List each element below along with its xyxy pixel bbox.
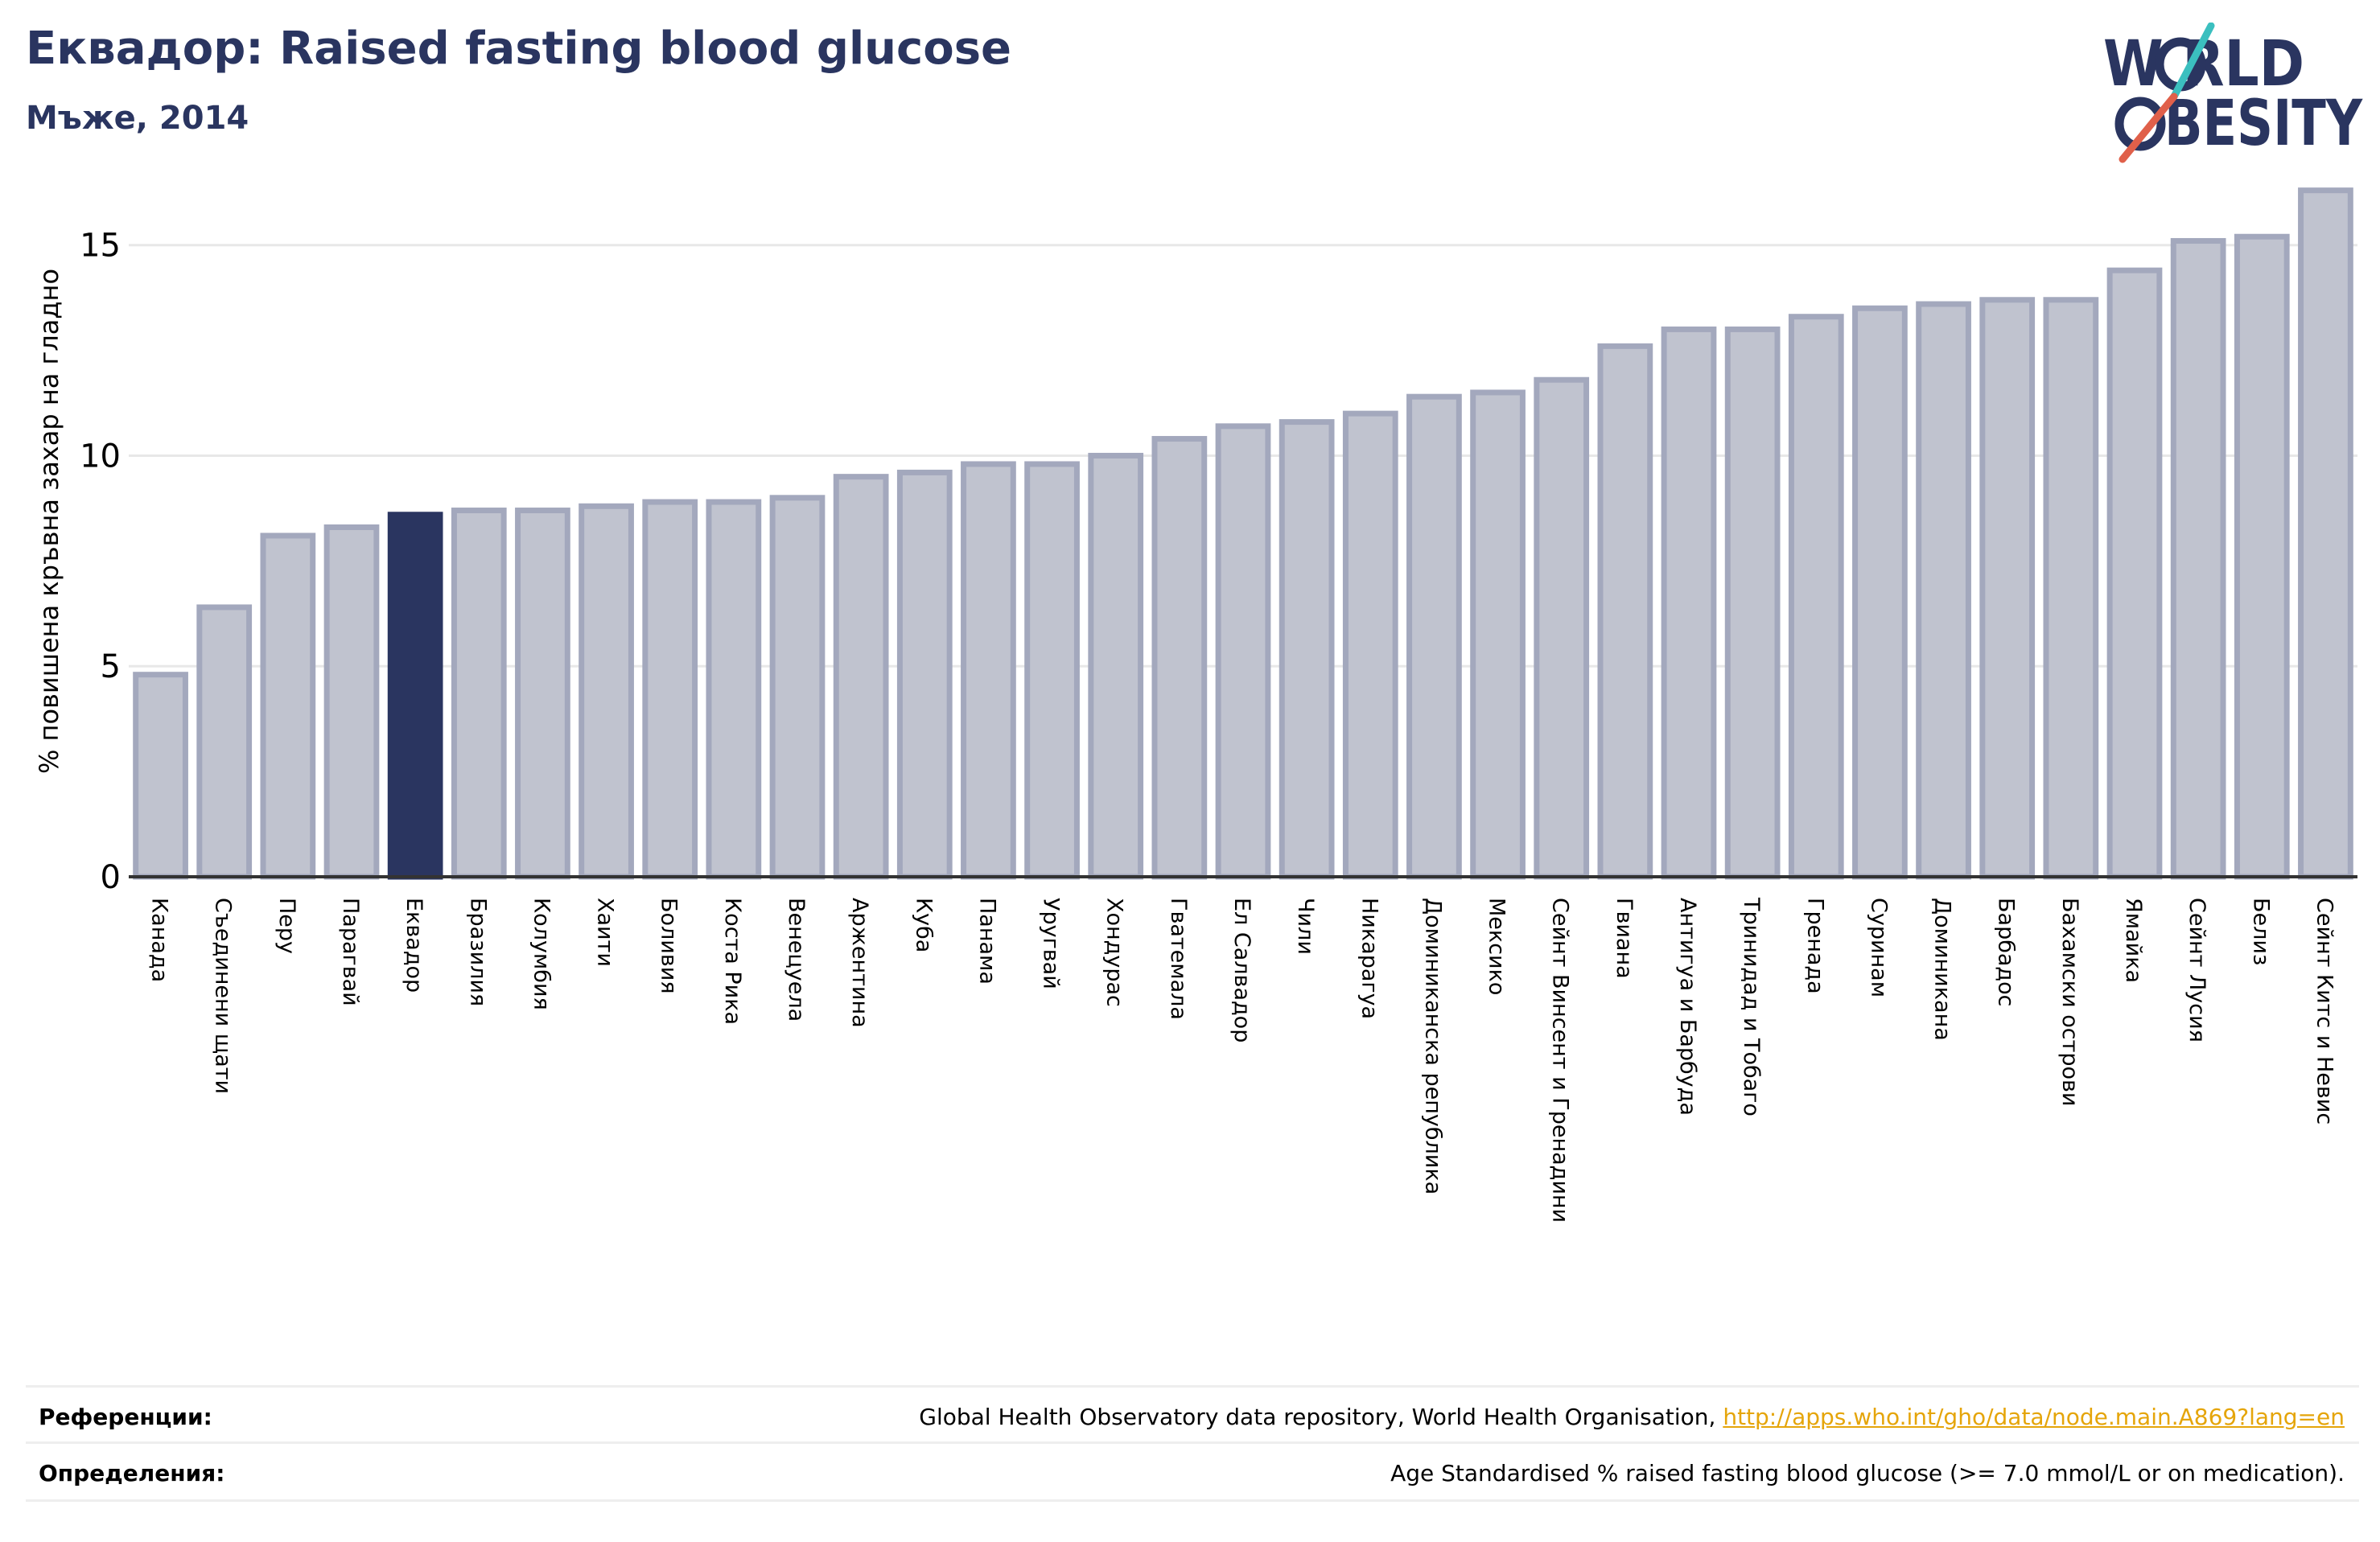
x-tick-label: Аржентина [847, 898, 872, 1028]
bar [1215, 423, 1271, 880]
x-tick-label: Коста Рика [720, 898, 745, 1025]
x-tick-label: Антигуа и Барбуда [1675, 898, 1700, 1116]
bar [579, 503, 634, 880]
bar [1470, 389, 1526, 880]
x-tick-label: Мексико [1484, 898, 1509, 995]
bar [1916, 301, 1971, 880]
x-tick-label: Съединени щати [211, 898, 236, 1094]
bar [2170, 237, 2226, 880]
footer-divider-bottom [26, 1499, 2359, 1502]
bar [1661, 326, 1717, 880]
bar [769, 495, 826, 880]
bar [833, 474, 889, 880]
bar [515, 508, 570, 880]
x-tick-label: Куба [911, 898, 936, 952]
bar [1852, 305, 1908, 880]
x-tick-label: Перу [274, 898, 299, 954]
logo-line2: BESITY [2164, 88, 2363, 160]
x-tick-labels: Канада Съединени щати Перу Парагвай Еквадор Б… [147, 897, 2337, 1223]
x-tick-label: Никарагуа [1357, 898, 1381, 1019]
x-tick-label: Парагвай [338, 898, 363, 1006]
bar [196, 604, 253, 880]
definitions-text: Age Standardised % raised fasting blood … [1390, 1460, 2345, 1486]
x-tick-label: Уругвай [1039, 898, 1064, 989]
bar [2043, 297, 2099, 880]
y-axis-label: % повишена кръвна захар на гладно [34, 269, 64, 774]
bar [451, 508, 507, 880]
bar [896, 469, 953, 880]
bar [961, 461, 1016, 880]
page-subtitle: Мъже, 2014 [26, 100, 249, 137]
y-tick-label: 10 [80, 438, 121, 475]
x-tick-label: Гренада [1802, 898, 1827, 994]
definitions-label: Определения: [39, 1460, 225, 1486]
bar [2298, 187, 2353, 880]
y-tick-label: 15 [80, 228, 121, 265]
bar [1534, 376, 1590, 880]
x-tick-label: Канада [147, 898, 172, 982]
x-tick-label: Хондурас [1102, 898, 1127, 1007]
references-link[interactable]: http://apps.who.int/gho/data/node.main.A… [1723, 1404, 2345, 1430]
bar [642, 499, 698, 880]
x-tick-label: Бахамски острови [2057, 898, 2082, 1106]
logo-o-bottom [2114, 97, 2166, 151]
page-title: Еквадор: Raised fasting blood glucose [26, 23, 1011, 75]
bar [1151, 436, 1208, 880]
x-tick-label: Суринам [1866, 898, 1891, 997]
bars [133, 187, 2353, 880]
x-tick-label: Ел Салвадор [1229, 898, 1254, 1042]
bar [706, 499, 762, 880]
references-source: Global Health Observatory data repositor… [919, 1404, 1723, 1430]
x-tick-label: Венецуела [784, 898, 809, 1022]
x-tick-label: Колумбия [529, 898, 554, 1010]
bar [1979, 297, 2036, 880]
footer-divider-middle [26, 1441, 2359, 1444]
world-obesity-logo: W RLD BESITY [2103, 23, 2363, 163]
x-tick-label: Барбадос [1994, 898, 2019, 1006]
x-tick-label: Сейнт Лусия [2184, 898, 2209, 1042]
bar [1724, 326, 1781, 880]
x-tick-label: Гвиана [1612, 898, 1637, 979]
bar-highlighted [387, 512, 443, 880]
bar [1406, 393, 1462, 880]
x-tick-label: Боливия [657, 898, 681, 994]
x-tick-label: Гватемала [1166, 898, 1191, 1020]
x-tick-label: Панама [974, 898, 999, 985]
x-tick-label: Доминикана [1930, 898, 1955, 1041]
bar [2234, 233, 2290, 880]
x-tick-label: Тринидад и Тобаго [1739, 897, 1764, 1116]
references-text: Global Health Observatory data repositor… [919, 1404, 2345, 1430]
x-tick-label: Белиз [2248, 898, 2273, 965]
y-tick-label: 5 [101, 648, 121, 685]
bar [1279, 419, 1335, 880]
references-label: Референции: [39, 1404, 212, 1430]
x-tick-label: Ямайка [2121, 898, 2146, 983]
x-tick-label: Хаити [593, 898, 618, 967]
bar [1088, 452, 1144, 880]
y-tick-labels: 0 5 10 15 [80, 228, 121, 896]
x-tick-label: Сейнт Китс и Невис [2312, 898, 2337, 1125]
bar [1342, 410, 1398, 880]
bar [323, 524, 380, 880]
logo-slash-red [2119, 93, 2178, 163]
bar [1024, 461, 1080, 880]
bar [1597, 343, 1653, 880]
x-tick-label: Еквадор [401, 898, 426, 993]
x-tick-label: Сейнт Винсент и Гренадини [1548, 898, 1573, 1223]
logo-slash-teal [2170, 23, 2215, 101]
x-tick-label: Бразилия [465, 898, 490, 1006]
bar [260, 533, 316, 880]
bar [1788, 314, 1844, 880]
bar [2106, 267, 2163, 880]
x-tick-label: Доминиканска република [1420, 898, 1445, 1195]
bar-chart: 0 5 10 15 Канада Съединени щати Перу Парагвай Е… [34, 187, 2357, 1223]
bar [133, 672, 188, 880]
x-tick-label: Чили [1293, 898, 1318, 955]
footer-divider-top [26, 1385, 2359, 1388]
y-tick-label: 0 [101, 859, 121, 896]
